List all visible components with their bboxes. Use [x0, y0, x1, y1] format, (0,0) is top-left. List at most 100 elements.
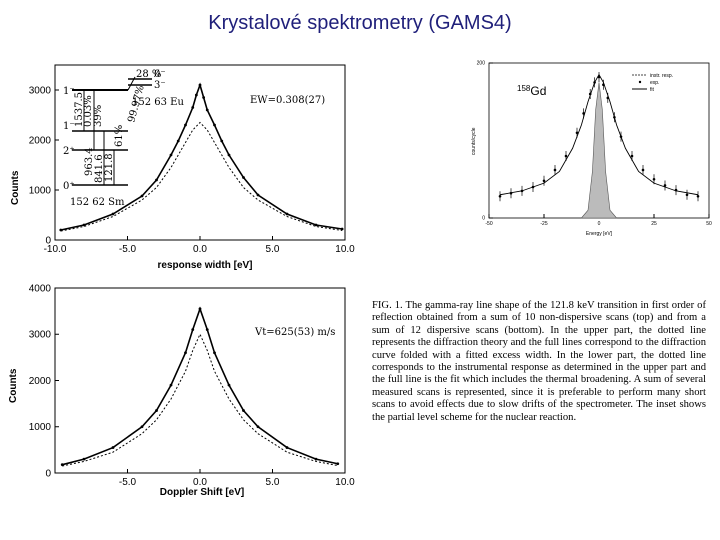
bottom-plot-frame: [54, 287, 346, 474]
legend-label: fit: [650, 87, 655, 93]
inset-ylabel: counts/cycle: [471, 127, 477, 155]
data-point: [314, 457, 318, 461]
series-area: [580, 82, 618, 219]
data-point: [194, 93, 198, 97]
data-point: [213, 351, 216, 355]
bottom-annotation: Vt=625(53) m/s: [254, 327, 335, 338]
inset-xlabel: Energy [eV]: [586, 231, 613, 237]
bottom-chart: -5.0 0.0 5.0 10.0 0 1000 2000 3000 4000 Vt=625(5…: [8, 283, 355, 498]
data-point: [630, 154, 634, 158]
data-point: [191, 106, 195, 109]
data-point: [242, 409, 245, 412]
data-point: [82, 457, 86, 461]
inset-title: 158Gd: [517, 84, 546, 98]
data-point: [564, 154, 568, 158]
level-energy: 1537.5: [74, 92, 85, 127]
data-point: [176, 139, 180, 143]
data-point: [663, 184, 667, 187]
branch-ratio: 39%: [93, 105, 104, 127]
y-tick-label: 0: [45, 235, 51, 246]
data-point: [575, 131, 579, 135]
data-point: [256, 425, 260, 429]
top-chart: -10.0 -5.0 0.0 5.0 10.0 0 1000 2000 3000 EW=0.30…: [10, 64, 355, 271]
x-tick-label: 10.0: [335, 477, 355, 488]
data-point: [155, 409, 158, 412]
top-annotation: EW=0.308(27): [250, 95, 325, 106]
bottom-xlabel: Doppler Shift [eV]: [160, 487, 244, 498]
bottom-ylabel: Counts: [8, 368, 19, 403]
data-point: [191, 328, 195, 332]
y-tick-label: 0: [45, 468, 51, 479]
y-tick-label: 3000: [29, 330, 52, 341]
data-point: [336, 462, 340, 466]
level-spin: 1⁻: [63, 121, 75, 132]
figure-caption: FIG. 1. The gamma-ray line shape of the …: [372, 300, 706, 423]
data-point: [285, 212, 289, 216]
y-tick-label: 1000: [29, 422, 52, 433]
x-tick-label: 10.0: [335, 244, 355, 255]
x-tick-label: -5.0: [119, 477, 137, 488]
level-spin: 3⁻: [154, 80, 166, 91]
data-point: [674, 188, 678, 192]
data-point: [227, 153, 231, 157]
top-plot-frame: [54, 64, 346, 241]
data-point: [111, 446, 115, 449]
data-point: [82, 223, 86, 227]
data-point: [696, 195, 700, 198]
level-energy: 963.4: [84, 147, 95, 176]
legend-label: instr. resp.: [650, 73, 673, 79]
data-point: [520, 189, 524, 193]
data-point: [227, 383, 231, 387]
parent-nucleus: 152 63 Eu: [132, 97, 184, 108]
y-tick-label: 4000: [29, 283, 52, 294]
data-point: [498, 195, 502, 198]
data-point: [198, 83, 202, 87]
data-point: [220, 139, 224, 143]
x-tick-label: 0: [598, 221, 601, 227]
inset-title-main: Gd: [530, 84, 546, 98]
data-point: [213, 123, 216, 127]
level-spin: 0⁺: [63, 181, 75, 192]
data-point: [155, 178, 158, 182]
inset-legend: instr. resp. exp. fit: [632, 73, 673, 93]
y-tick-label: 3000: [29, 85, 52, 96]
inset-title-sup: 158: [517, 84, 531, 93]
level-scheme: 28 % 1⁻ 1⁻ 2⁺ 0⁺ 0⁻ 3⁻ 1537.5 963.4 841.…: [63, 69, 184, 208]
legend-label: exp.: [650, 80, 659, 86]
data-point: [340, 227, 344, 231]
level-energy: 121.8: [104, 153, 115, 182]
inset-chart: -50 -25 0 25 50 0 200 158Gd instr. resp. exp. …: [471, 61, 712, 237]
data-point: [169, 383, 173, 387]
data-point: [111, 212, 115, 216]
data-point: [597, 75, 601, 79]
x-tick-label: 5.0: [266, 477, 280, 488]
data-point: [140, 194, 144, 198]
data-point: [256, 193, 260, 197]
data-point: [198, 307, 202, 311]
level-spin: 2⁺: [63, 146, 75, 157]
x-tick-label: -5.0: [119, 244, 137, 255]
data-point: [509, 191, 513, 195]
data-point: [140, 425, 144, 429]
top-ylabel: Counts: [10, 170, 21, 205]
level-energy: 841.6: [94, 154, 105, 183]
data-point: [184, 123, 187, 127]
data-point: [619, 135, 623, 138]
x-tick-label: 0.0: [193, 477, 207, 488]
data-point: [593, 81, 596, 84]
data-point: [588, 92, 592, 96]
x-tick-label: 5.0: [266, 244, 280, 255]
daughter-nucleus: 152 62 Sm: [70, 197, 125, 208]
x-tick-label: 0.0: [193, 244, 207, 255]
x-tick-label: -25: [540, 221, 547, 227]
data-point: [205, 108, 209, 112]
data-point: [285, 446, 289, 449]
data-point: [685, 193, 689, 197]
data-point: [242, 176, 245, 179]
legend-swatch: [638, 80, 642, 84]
data-point: [60, 463, 64, 467]
top-xlabel: response width [eV]: [157, 260, 252, 271]
branch-ratio: 61%: [114, 125, 125, 147]
page-title: Krystalové spektrometry (GAMS4): [208, 12, 512, 34]
y-tick-label: 0: [482, 216, 485, 222]
